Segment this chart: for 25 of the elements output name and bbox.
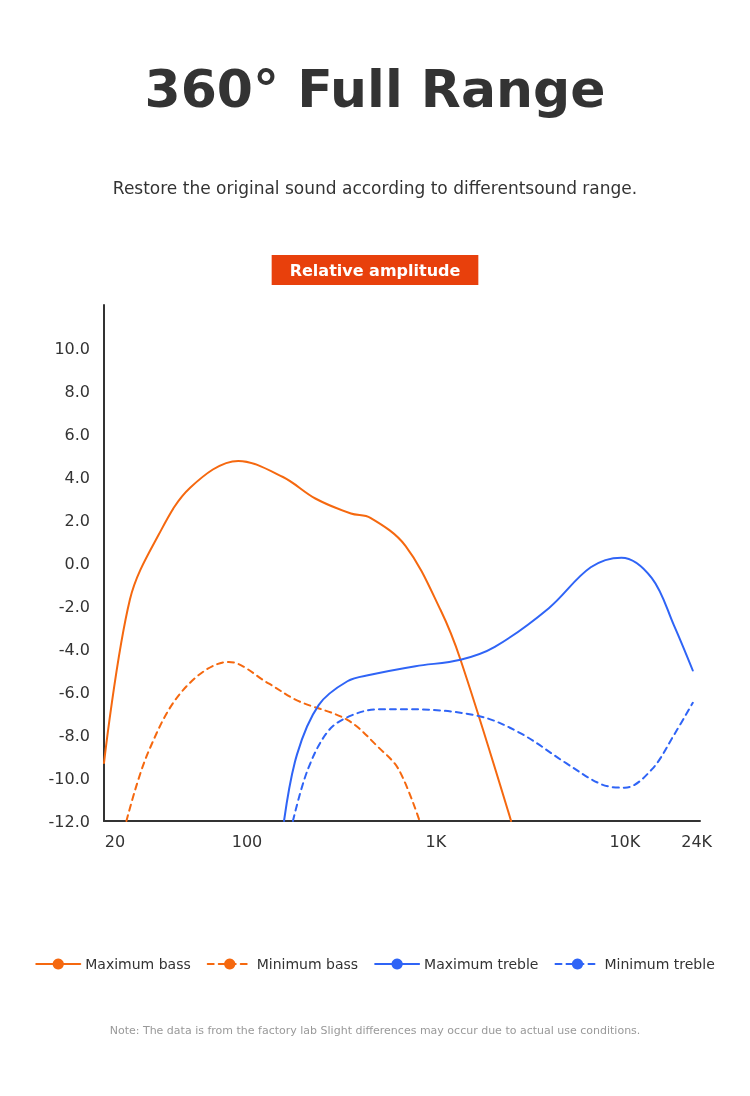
legend-label: Minimum treble [604,956,715,972]
y-tick-label: 6.0 [64,424,90,444]
x-tick-label: 20 [104,831,126,851]
chart-title: 360° Full Range [144,59,606,119]
y-tick-label: -4.0 [58,639,90,659]
x-tick-label: 24K [681,831,713,851]
text: Note: The data is from the factory lab Slight differences may occur due to actual use conditions. [109,1024,641,1037]
y-tick-label: 0.0 [64,553,90,573]
y-tick-label: 2.0 [64,510,90,530]
y-tick-label: -2.0 [58,596,90,616]
y-tick-label: 10.0 [54,338,90,358]
y-axis-title: Relative amplitude [289,260,461,280]
y-tick-label: 4.0 [64,467,90,487]
x-tick-label: 10K [609,831,641,851]
x-tick-label: 100 [231,831,263,851]
legend-label: Minimum bass [256,956,359,972]
x-tick-label: 1K [425,831,447,851]
chart-subtitle: Restore the original sound according to differentsound range. [112,177,638,198]
y-tick-label: -8.0 [58,725,90,745]
legend-label: Maximum treble [424,956,539,972]
y-tick-label: 8.0 [64,381,90,401]
legend-label: Maximum bass [85,956,191,972]
y-tick-label: -12.0 [48,811,90,831]
y-tick-label: -6.0 [58,682,90,702]
y-tick-label: -10.0 [48,768,90,788]
